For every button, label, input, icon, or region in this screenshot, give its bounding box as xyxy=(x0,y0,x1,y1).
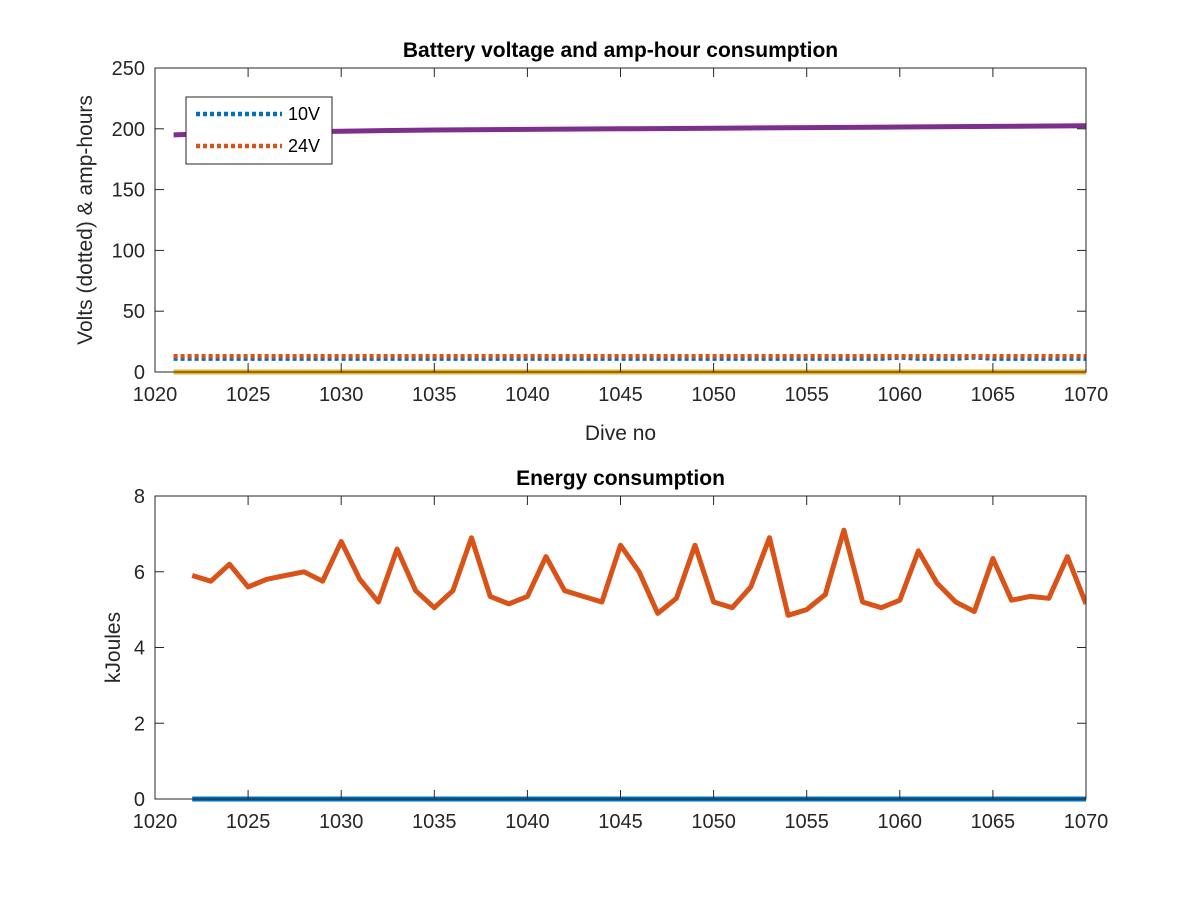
y-axis-label: kJoules xyxy=(102,612,125,683)
x-tick-label: 1060 xyxy=(878,811,923,833)
x-tick-label: 1040 xyxy=(505,811,550,833)
x-tick-label: 1065 xyxy=(971,811,1016,833)
y-tick-label: 200 xyxy=(112,119,145,141)
y-axis-label: Volts (dotted) & amp-hours xyxy=(74,95,97,345)
x-tick-label: 1040 xyxy=(505,384,550,406)
x-tick-label: 1055 xyxy=(784,384,829,406)
series-line-1 xyxy=(191,527,1086,618)
y-tick-label: 0 xyxy=(134,789,145,811)
axis-ticks: 1020 1025 1030 1035 1040 1045 1050 1055 1060 1065… xyxy=(112,58,1109,406)
x-tick-label: 1025 xyxy=(226,811,271,833)
y-tick-label: 250 xyxy=(112,58,145,80)
y-tick-label: 50 xyxy=(123,301,145,323)
plot-energy-consumption: 1020 1025 1030 1035 1040 1045 1050 1055 1060 1065… xyxy=(102,467,1108,833)
y-tick-label: 2 xyxy=(134,713,145,735)
x-tick-label: 1065 xyxy=(971,384,1016,406)
y-tick-label: 150 xyxy=(112,180,145,202)
x-tick-label: 1030 xyxy=(319,811,364,833)
legend-label-10v: 10V xyxy=(288,104,320,124)
chart-title: Battery voltage and amp-hour consumption xyxy=(403,39,838,62)
x-axis-label: Dive no xyxy=(585,422,656,445)
legend-box xyxy=(185,96,333,165)
y-tick-label: 100 xyxy=(112,240,145,262)
x-tick-label: 1045 xyxy=(598,384,643,406)
x-tick-label: 1035 xyxy=(412,811,457,833)
y-tick-label: 6 xyxy=(134,562,145,584)
legend: 10V 24V xyxy=(185,96,333,165)
legend-label-24v: 24V xyxy=(288,136,320,156)
plot-battery-voltage: 1020 1025 1030 1035 1040 1045 1050 1055 1060 1065… xyxy=(74,39,1108,445)
y-tick-label: 0 xyxy=(134,362,145,384)
axis-ticks: 1020 1025 1030 1035 1040 1045 1050 1055 1060 1065… xyxy=(133,486,1109,833)
x-tick-label: 1045 xyxy=(598,811,643,833)
x-tick-label: 1050 xyxy=(691,811,736,833)
x-tick-label: 1050 xyxy=(691,384,736,406)
x-tick-label: 1035 xyxy=(412,384,457,406)
x-tick-label: 1020 xyxy=(133,384,178,406)
x-tick-label: 1055 xyxy=(784,811,829,833)
x-tick-label: 1070 xyxy=(1064,384,1109,406)
chart-title: Energy consumption xyxy=(516,467,725,490)
x-tick-label: 1030 xyxy=(319,384,364,406)
x-tick-label: 1020 xyxy=(133,811,178,833)
x-tick-label: 1070 xyxy=(1064,811,1109,833)
y-tick-label: 8 xyxy=(134,486,145,508)
x-tick-label: 1025 xyxy=(226,384,271,406)
axes-background xyxy=(155,496,1086,799)
y-tick-label: 4 xyxy=(134,638,145,660)
x-tick-label: 1060 xyxy=(878,384,923,406)
